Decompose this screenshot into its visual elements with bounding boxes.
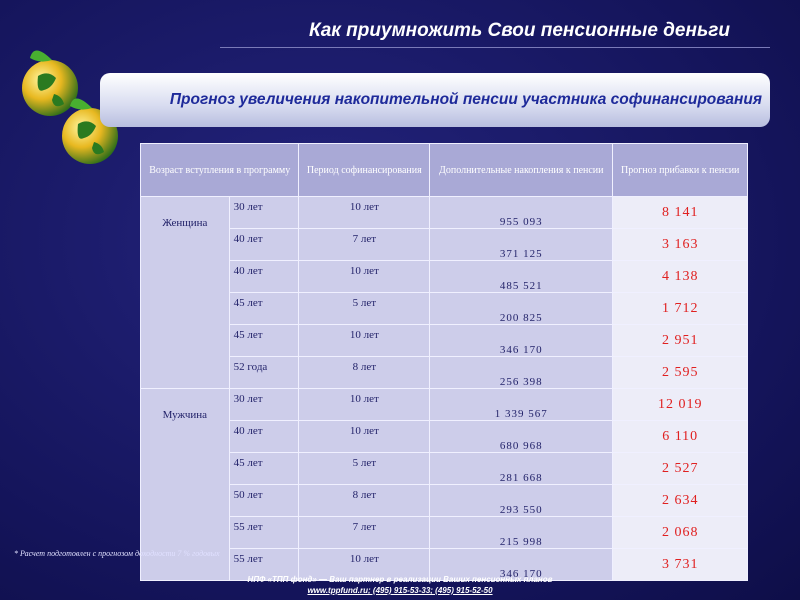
table-cell: 10 лет	[298, 260, 431, 293]
column-header: Прогноз прибавки к пенсии	[612, 143, 748, 197]
table-cell: 45 лет	[228, 324, 300, 357]
table-cell: 680 968	[429, 420, 614, 453]
table-cell: 8 141	[612, 196, 748, 229]
table-cell: 7 лет	[298, 228, 431, 261]
table-cell: 55 лет	[228, 516, 300, 549]
banner: Прогноз увеличения накопительной пенсии …	[100, 73, 770, 127]
table-cell: 2 527	[612, 452, 748, 485]
table-row: 55 лет 10 лет 346 170 3 731	[141, 548, 748, 581]
footer: НПФ «ТПП фонд» — Ваш партнер в реализаци…	[0, 574, 800, 596]
table-cell: 55 лет	[228, 548, 300, 581]
table-cell: 10 лет	[298, 388, 431, 421]
table-cell: 256 398	[429, 356, 614, 389]
table-row: 52 года 8 лет 256 398 2 595	[141, 356, 748, 389]
table-row: Женщина 30 лет 10 лет 955 093 8 141	[140, 196, 748, 389]
table-cell: 1 712	[612, 292, 748, 325]
table-cell: 10 лет	[298, 324, 431, 357]
table-cell: 346 170	[429, 548, 614, 581]
table-cell: 6 110	[612, 420, 748, 453]
table-cell: 10 лет	[298, 548, 431, 581]
table-cell: 8 лет	[298, 356, 431, 389]
table-cell: 485 521	[429, 260, 614, 293]
table-cell: 45 лет	[228, 292, 300, 325]
table-cell: 30 лет	[228, 388, 300, 421]
table-cell: 10 лет	[298, 196, 431, 229]
table-cell: 2 634	[612, 484, 748, 517]
table-cell: 3 731	[612, 548, 748, 581]
table-cell: 45 лет	[228, 452, 300, 485]
table-cell: 215 998	[429, 516, 614, 549]
table-cell: 346 170	[429, 324, 614, 357]
table-row: 40 лет 7 лет 371 125 3 163	[141, 228, 748, 261]
table-cell: 7 лет	[298, 516, 431, 549]
table-cell: 281 668	[429, 452, 614, 485]
table-row: 45 лет 5 лет 281 668 2 527	[141, 452, 748, 485]
table-cell: 40 лет	[228, 420, 300, 453]
table-body: Женщина 30 лет 10 лет 955 093 8 141 40 лет 7 л…	[140, 196, 748, 581]
divider	[220, 47, 770, 48]
table-cell: 5 лет	[298, 292, 431, 325]
footnote: * Расчет подготовлен с прогнозом доходно…	[14, 549, 220, 558]
table-row: Мужчина 30 лет 10 лет 1 339 567 12 019	[140, 388, 748, 581]
table-cell: 4 138	[612, 260, 748, 293]
header-row: Возраст вступления в программу Период соф…	[139, 143, 748, 197]
table-cell: 2 951	[612, 324, 748, 357]
table-row: 45 лет 5 лет 200 825 1 712	[141, 292, 748, 325]
column-header: Дополнительные накопления к пенсии	[429, 143, 614, 197]
group-label: Женщина	[140, 196, 230, 389]
table-cell: 3 163	[612, 228, 748, 261]
table-cell: 955 093	[429, 196, 614, 229]
table-cell: 10 лет	[298, 420, 431, 453]
pension-table: Возраст вступления в программу Период соф…	[139, 143, 748, 581]
slide-title: Как приумножить Свои пенсионные деньги	[309, 20, 730, 41]
table-cell: 371 125	[429, 228, 614, 261]
table-cell: 2 595	[612, 356, 748, 389]
table-cell: 5 лет	[298, 452, 431, 485]
banner-text: Прогноз увеличения накопительной пенсии …	[169, 91, 762, 108]
column-header: Возраст вступления в программу	[139, 143, 300, 197]
group-label: Мужчина	[140, 388, 230, 581]
table-row: 50 лет 8 лет 293 550 2 634	[141, 484, 748, 517]
column-header: Период софинансирования	[298, 143, 431, 197]
table-cell: 40 лет	[228, 228, 300, 261]
table-cell: 200 825	[429, 292, 614, 325]
table-cell: 40 лет	[228, 260, 300, 293]
table-cell: 8 лет	[298, 484, 431, 517]
table-cell: 293 550	[429, 484, 614, 517]
table-cell: 30 лет	[228, 196, 300, 229]
table-cell: 2 068	[612, 516, 748, 549]
table-row: 45 лет 10 лет 346 170 2 951	[141, 324, 748, 357]
footer-line: НПФ «ТПП фонд» — Ваш партнер в реализаци…	[247, 575, 553, 584]
table-row: 40 лет 10 лет 485 521 4 138	[141, 260, 748, 293]
footer-contacts: www.tppfund.ru; (495) 915-53-33; (495) 9…	[307, 586, 493, 595]
table-row: 40 лет 10 лет 680 968 6 110	[141, 420, 748, 453]
table-cell: 12 019	[612, 388, 748, 421]
table-row: 55 лет 7 лет 215 998 2 068	[141, 516, 748, 549]
table-cell: 52 года	[228, 356, 300, 389]
table-cell: 50 лет	[228, 484, 300, 517]
table-cell: 1 339 567	[429, 388, 614, 421]
